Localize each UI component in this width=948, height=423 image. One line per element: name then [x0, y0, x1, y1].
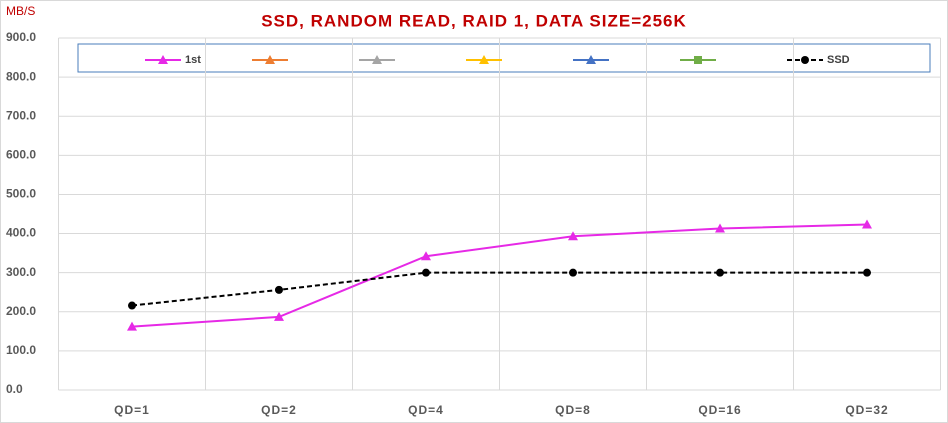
y-tick-label: 900.0 [6, 30, 36, 44]
y-tick-label: 300.0 [6, 265, 36, 279]
legend-label: SSD [827, 54, 850, 66]
data-point [569, 268, 577, 277]
y-tick-label: 600.0 [6, 148, 36, 162]
x-tick-label: QD=8 [555, 403, 591, 417]
legend-label: 1st [185, 54, 201, 66]
x-tick-label: QD=1 [114, 403, 150, 417]
series-line [131, 271, 867, 307]
legend-marker [801, 56, 809, 64]
x-tick-label: QD=16 [698, 403, 741, 417]
y-tick-label: 700.0 [6, 108, 36, 122]
y-tick-label: 800.0 [6, 69, 36, 83]
x-tick-label: QD=2 [261, 403, 297, 417]
data-point [716, 268, 724, 277]
data-point [422, 268, 430, 277]
y-tick-label: 0.0 [6, 382, 23, 396]
series-line [131, 223, 868, 328]
y-tick-label: 400.0 [6, 226, 36, 240]
data-point [863, 268, 871, 277]
legend [77, 43, 931, 73]
data-point [421, 251, 431, 261]
legend-marker [158, 55, 168, 64]
legend-marker [586, 55, 596, 64]
legend-marker [694, 56, 702, 64]
data-point [568, 231, 578, 241]
legend-marker [479, 55, 489, 64]
x-tick-label: QD=4 [408, 403, 444, 417]
data-point [862, 219, 872, 229]
x-tick-label: QD=32 [845, 403, 888, 417]
data-point [128, 301, 136, 310]
y-tick-label: 200.0 [6, 304, 36, 318]
y-axis-label: MB/S [6, 4, 35, 18]
data-point [127, 321, 137, 331]
chart-title: SSD, RANDOM READ, RAID 1, DATA SIZE=256K [261, 11, 687, 30]
y-tick-label: 500.0 [6, 187, 36, 201]
data-point [274, 311, 284, 321]
data-point [275, 285, 283, 294]
legend-marker [372, 55, 382, 64]
y-tick-label: 100.0 [6, 343, 36, 357]
legend-marker [265, 55, 275, 64]
data-point [715, 223, 725, 233]
